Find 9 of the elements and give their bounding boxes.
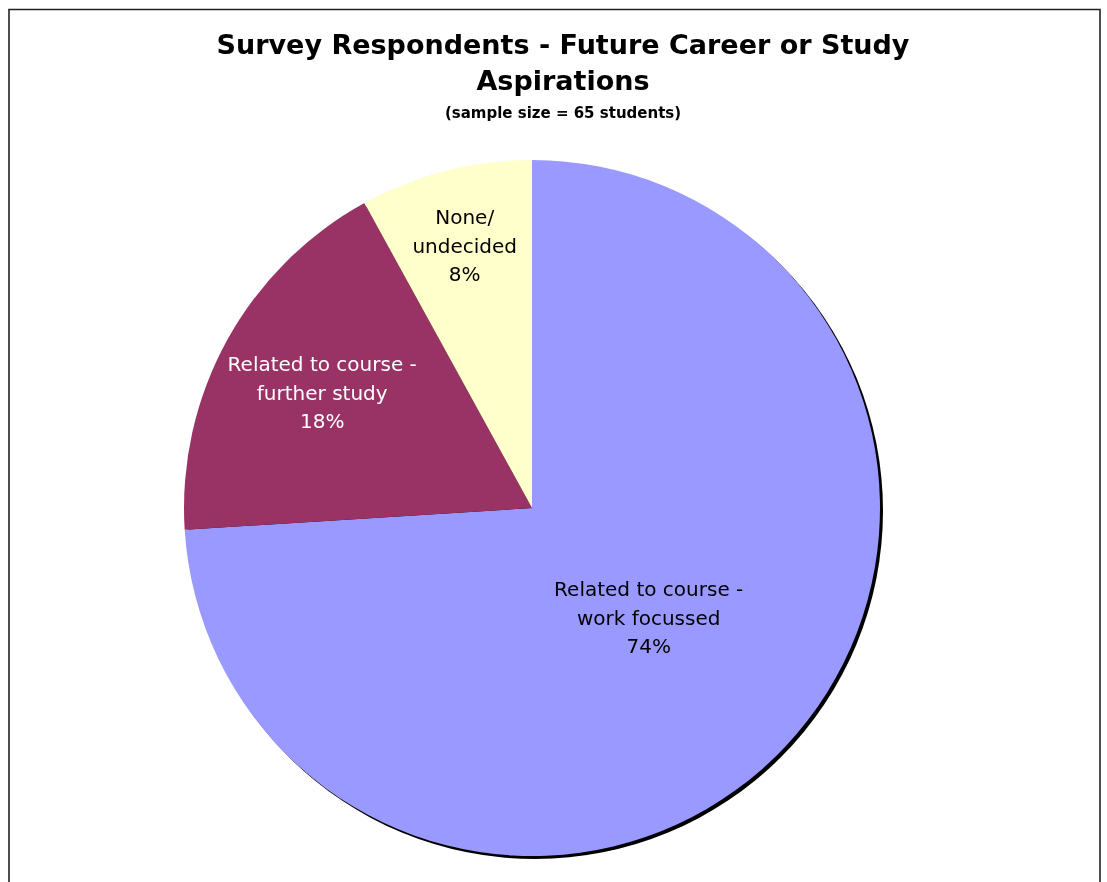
slice-label: Related to course - work focussed bbox=[554, 577, 744, 630]
slice-label: Related to course - further study bbox=[227, 352, 417, 405]
chart-subtitle: (sample size = 65 students) bbox=[444, 104, 682, 122]
data-label: 18% bbox=[299, 409, 345, 434]
pie-slice bbox=[184, 203, 532, 530]
data-label: 8% bbox=[448, 262, 481, 287]
chart-title: Survey Respondents - Future Career or Study Aspirations bbox=[216, 29, 910, 96]
slice-label: None/ undecided bbox=[412, 205, 517, 258]
data-label: 74% bbox=[626, 634, 671, 659]
